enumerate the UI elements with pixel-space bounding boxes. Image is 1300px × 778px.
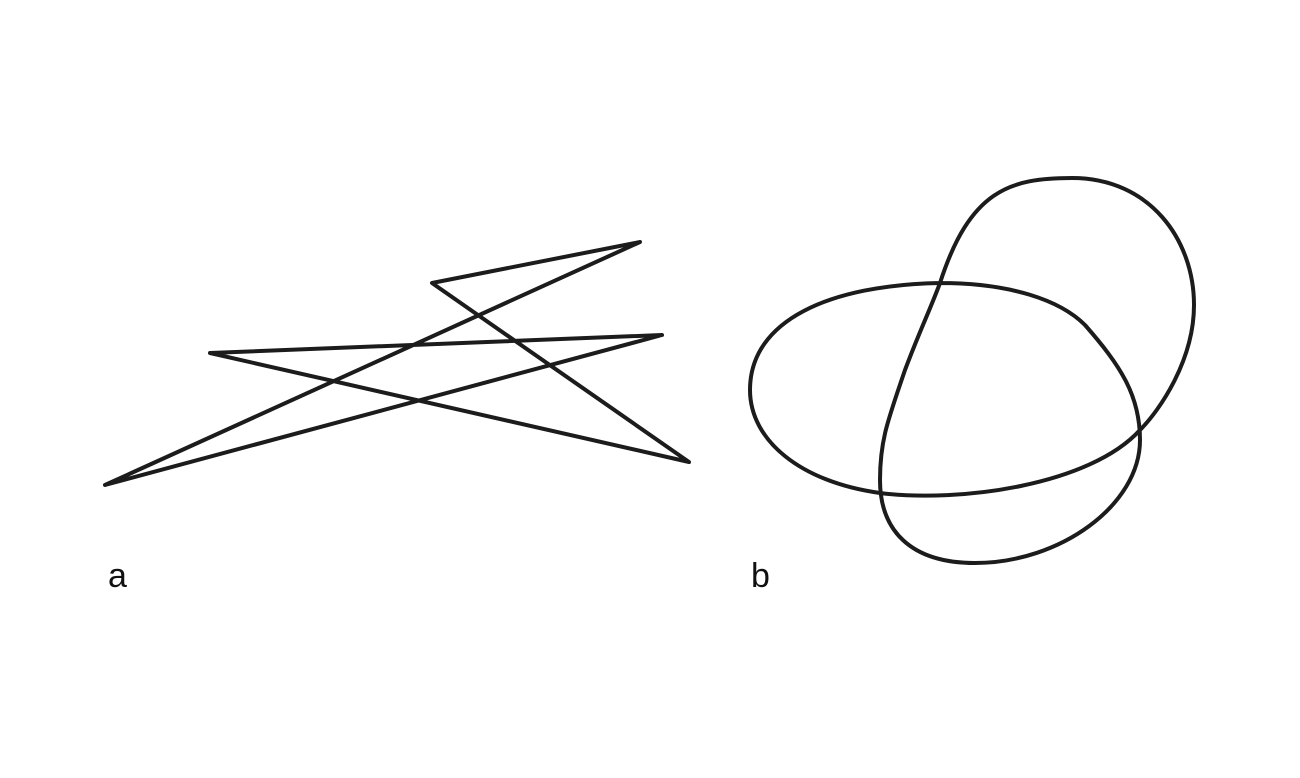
smooth-knot-curve bbox=[748, 176, 1196, 565]
panel-a: a bbox=[103, 240, 691, 595]
polygonal-knot-curve bbox=[103, 240, 691, 487]
panel-a-label: a bbox=[108, 557, 127, 595]
panel-b-label: b bbox=[751, 557, 770, 595]
panel-b: b bbox=[748, 176, 1196, 595]
